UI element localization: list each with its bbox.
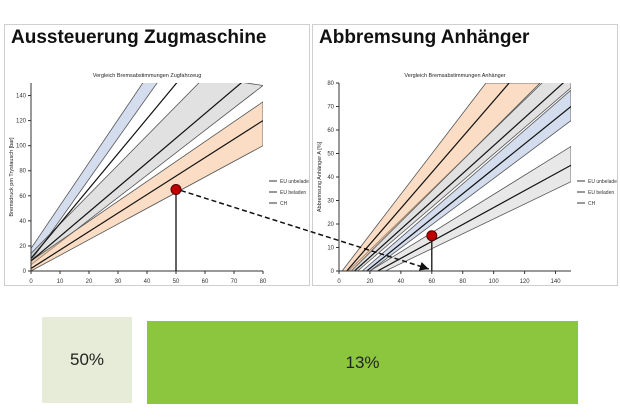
- x-tick-label: 60: [428, 279, 435, 285]
- chart-anhaenger: 0 20 40 60 80 100 120 140 0 10 20 30 40 50 60 70 80 Vergl…: [317, 73, 617, 285]
- y-tick-label: 0: [331, 269, 335, 275]
- series-line-2: [346, 83, 510, 271]
- panel-anhaenger: Abbremsung Anhänger 0 20 40 60 80 100 120 140 0 1…: [312, 24, 618, 286]
- plot-area: [31, 83, 263, 271]
- panel-title-zugmaschine: Aussteuerung Zugmaschine: [11, 27, 267, 48]
- series-band-2: [341, 83, 541, 271]
- x-tick-label: 60: [202, 279, 209, 285]
- y-tick-label: 30: [327, 199, 334, 205]
- series-line-1: [354, 83, 565, 271]
- x-tick-label: 100: [489, 279, 500, 285]
- y-tick-label: 60: [19, 194, 26, 200]
- marker-point: [170, 184, 182, 196]
- result-box-green: 13%: [147, 321, 578, 404]
- series-band-2: [31, 101, 263, 271]
- series-line-0: [366, 106, 571, 271]
- x-tick-label: 10: [57, 279, 64, 285]
- marker-point: [426, 230, 438, 242]
- x-tick-label: 0: [29, 279, 33, 285]
- x-tick-label: 120: [520, 279, 531, 285]
- series-line-1: [31, 83, 243, 262]
- x-tick-label: 40: [398, 279, 405, 285]
- series-band-0: [31, 83, 158, 262]
- y-tick-label: 70: [327, 105, 334, 111]
- x-tick-label: 70: [231, 279, 238, 285]
- x-tick-label: 20: [367, 279, 374, 285]
- legend-entry: CH: [280, 201, 288, 207]
- legend-entry: EU beladen: [280, 190, 306, 196]
- y-tick-label: 120: [16, 119, 27, 125]
- x-tick-label: 140: [551, 279, 562, 285]
- y-tick-label: 80: [327, 81, 334, 87]
- result-box-light-label: 50%: [69, 350, 105, 369]
- legend-entry: EU unbeladen: [588, 179, 617, 185]
- series-line-0: [31, 83, 178, 259]
- y-tick-label: 140: [16, 94, 27, 100]
- panel-title-anhaenger: Abbremsung Anhänger: [319, 27, 530, 48]
- x-tick-label: 30: [115, 279, 122, 285]
- legend-entry: EU beladen: [588, 190, 614, 196]
- y-tick-label: 60: [327, 128, 334, 134]
- y-tick-label: 40: [327, 175, 334, 181]
- chart-zugmaschine: 0 10 20 30 40 50 60 70 80 0 20 40 60 80 100 120 140 Vergl…: [9, 73, 309, 285]
- legend-entry: EU unbeladen: [280, 179, 309, 185]
- series-line-2: [31, 120, 263, 269]
- series-band-1: [31, 83, 263, 266]
- y-tick-label: 40: [19, 219, 26, 225]
- chart-title: Vergleich Bremsabstimmungen Anhänger: [404, 73, 505, 79]
- y-axis-label: Bremsdruck pm Trystausch [bar]: [9, 137, 15, 217]
- x-tick-label: 40: [144, 279, 151, 285]
- legend-entry: CH: [588, 201, 596, 207]
- y-tick-label: 100: [16, 144, 27, 150]
- y-tick-label: 50: [327, 152, 334, 158]
- series-line-3: [377, 164, 571, 271]
- y-axis-label: Abbremsung Anhänger A [%]: [317, 141, 323, 212]
- x-tick-label: 50: [173, 279, 180, 285]
- connector-arrow: [180, 189, 430, 271]
- x-tick-label: 20: [86, 279, 93, 285]
- y-tick-label: 0: [23, 269, 27, 275]
- panel-zugmaschine: Aussteuerung Zugmaschine 0 10 20 30 40 50 60 70…: [4, 24, 310, 286]
- x-tick-label: 0: [337, 279, 341, 285]
- y-tick-label: 10: [327, 246, 334, 252]
- y-tick-label: 80: [19, 169, 26, 175]
- y-tick-label: 20: [19, 244, 26, 250]
- result-box-green-label: 13%: [345, 352, 380, 372]
- result-box-light: 50%: [42, 317, 132, 403]
- x-tick-label: 80: [260, 279, 267, 285]
- plot-area: [341, 83, 571, 271]
- y-tick-label: 20: [327, 222, 334, 228]
- chart-title: Vergleich Bremsabstimmungen Zugfahrzeug: [93, 73, 202, 79]
- x-tick-label: 80: [459, 279, 466, 285]
- series-band-0: [361, 89, 571, 271]
- series-band-3: [369, 145, 571, 271]
